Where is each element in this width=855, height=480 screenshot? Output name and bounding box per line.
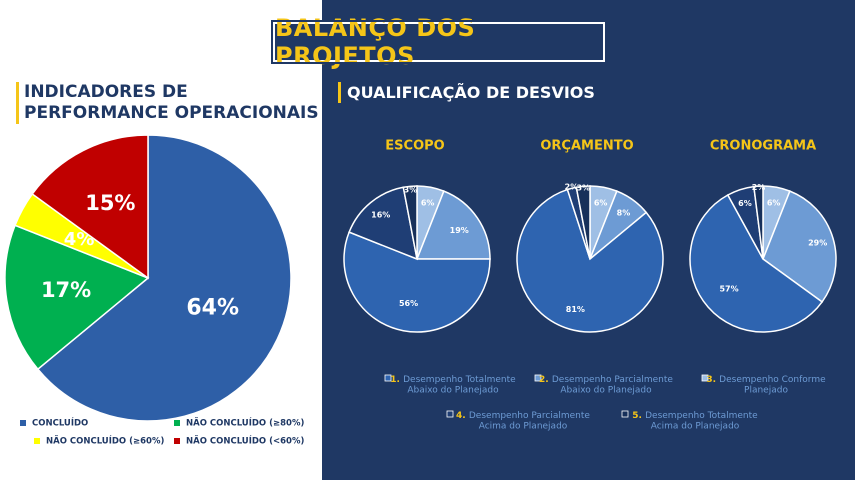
pie1-label-4: 3% xyxy=(404,185,418,194)
right-legend-line1-0: 1. Desempenho Totalmente xyxy=(390,375,516,385)
page-title-box: BALANÇO DOS PROJETOS xyxy=(271,14,607,70)
pie3-slice-4 xyxy=(753,185,764,260)
right-legend-line1-4: 5. Desempenho Totalmente xyxy=(632,411,758,421)
pie3-label-1: 29% xyxy=(808,239,827,248)
pie2-slice-0 xyxy=(516,188,664,333)
pie3-label-2: 6% xyxy=(767,199,781,208)
left-section-title: INDICADORES DE PERFORMANCE OPERACIONAIS xyxy=(16,82,324,124)
right-section-title-text: QUALIFICAÇÃO DE DESVIOS xyxy=(347,83,595,102)
pie3-slice-0 xyxy=(689,194,824,333)
pie1-slice-0 xyxy=(343,231,491,333)
pie0-label-3: 15% xyxy=(85,191,135,215)
left-legend-label-1: NÃO CONCLUÍDO (≥80%) xyxy=(186,417,304,429)
pie1-label-3: 16% xyxy=(371,211,390,220)
right-legend-swatch-4 xyxy=(621,410,629,418)
pie1-label-0: 56% xyxy=(399,299,418,308)
right-legend-swatch-1 xyxy=(534,374,542,382)
pie2-label-1: 8% xyxy=(617,208,631,217)
left-legend-label-3: NÃO CONCLUÍDO (<60%) xyxy=(186,435,304,447)
pie3-title: CRONOGRAMA xyxy=(710,139,816,154)
pie1-slice-1 xyxy=(415,190,491,260)
pie0-slice-3 xyxy=(31,134,149,280)
right-legend-line2-0: Abaixo do Planejado xyxy=(407,386,499,396)
pie1-slice-3 xyxy=(348,186,418,261)
pie2-label-2: 6% xyxy=(594,199,608,208)
left-legend-label-0: CONCLUÍDO xyxy=(32,417,88,429)
pie2-label-3: 2% xyxy=(565,182,579,191)
pie0-label-1: 17% xyxy=(41,278,91,302)
pie3-label-3: 6% xyxy=(738,199,752,208)
right-legend-line2-4: Acima do Planejado xyxy=(651,422,740,432)
right-legend-line2-2: Planejado xyxy=(744,386,788,396)
page-title: BALANÇO DOS PROJETOS xyxy=(275,14,476,70)
pie1-label-1: 19% xyxy=(450,226,469,235)
right-legend-line1-3: 4. Desempenho Parcialmente xyxy=(456,411,590,421)
left-legend-swatch-0 xyxy=(20,420,26,426)
left-legend-swatch-1 xyxy=(174,420,180,426)
right-legend-line1-2: 3. Desempenho Conforme xyxy=(706,375,826,385)
left-section-title-line1: INDICADORES DE xyxy=(24,82,188,102)
pie2-slice-4 xyxy=(575,185,591,260)
right-legend-line1-1: 2. Desempenho Parcialmente xyxy=(539,375,673,385)
pie1-label-2: 6% xyxy=(421,199,435,208)
left-legend-swatch-2 xyxy=(34,438,40,444)
right-legend-line2-1: Abaixo do Planejado xyxy=(560,386,652,396)
pie3-label-0: 57% xyxy=(719,284,738,293)
pie1-slice-4 xyxy=(402,185,418,260)
pie0-slice-1 xyxy=(4,224,150,371)
pie3-slice-1 xyxy=(762,190,837,303)
left-section-title-line2: PERFORMANCE OPERACIONAIS xyxy=(24,103,319,123)
pie0-slice-0 xyxy=(36,134,292,422)
right-legend-swatch-0 xyxy=(384,374,392,382)
right-legend-line2-3: Acima do Planejado xyxy=(479,422,568,432)
pie0-label-0: 64% xyxy=(186,295,239,320)
pie2-label-0: 81% xyxy=(566,305,585,314)
pie2-title: ORÇAMENTO xyxy=(540,139,633,154)
left-legend-swatch-3 xyxy=(174,438,180,444)
pie3-label-4: 2% xyxy=(752,183,766,192)
right-legend-swatch-3 xyxy=(446,410,454,418)
right-section-title: QUALIFICAÇÃO DE DESVIOS xyxy=(338,82,595,103)
left-legend-label-2: NÃO CONCLUÍDO (≥60%) xyxy=(46,435,164,447)
pie1-title: ESCOPO xyxy=(385,139,444,154)
pie2-label-4: 3% xyxy=(576,183,590,192)
right-legend-swatch-2 xyxy=(701,374,709,382)
